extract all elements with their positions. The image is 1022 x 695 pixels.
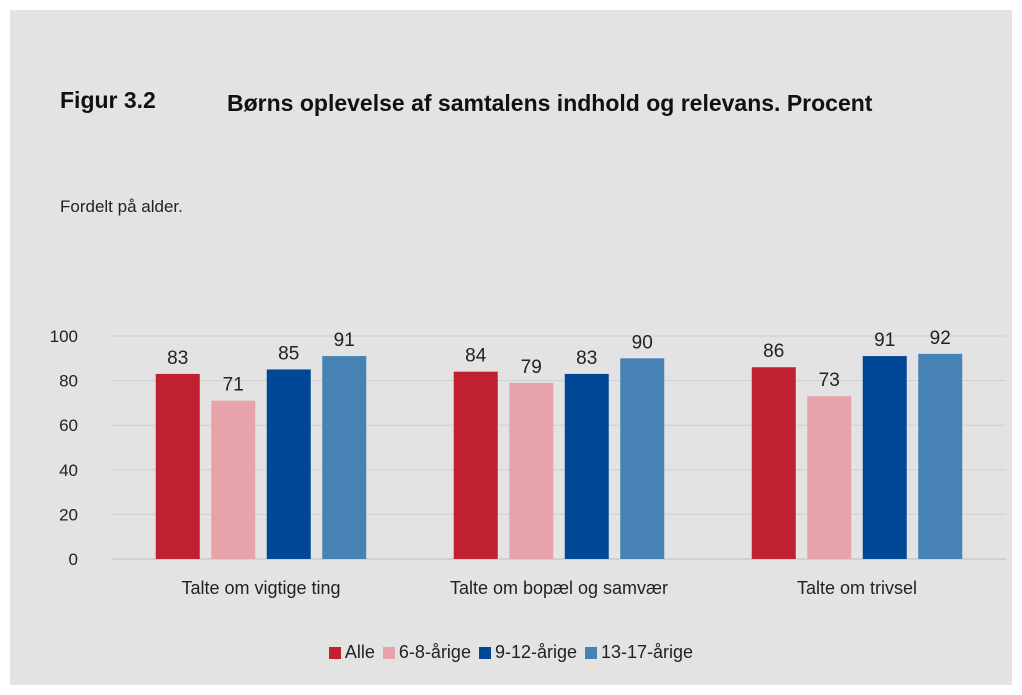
bar-6-8-årige bbox=[807, 396, 852, 559]
bar-Alle bbox=[751, 367, 796, 559]
legend-swatch bbox=[585, 646, 598, 659]
data-label: 73 bbox=[819, 370, 840, 391]
legend-label: 13-17-årige bbox=[601, 641, 694, 662]
y-tick-label: 0 bbox=[69, 550, 78, 569]
figure-number: Figur 3.2 bbox=[60, 87, 156, 113]
bar-13-17-årige bbox=[620, 358, 665, 559]
legend-item: 6-8-årige bbox=[382, 641, 471, 663]
data-label: 83 bbox=[576, 348, 597, 369]
bar-6-8-årige bbox=[211, 400, 256, 559]
legend-label: Alle bbox=[344, 641, 375, 662]
data-label: 84 bbox=[465, 346, 487, 367]
y-tick-label: 80 bbox=[59, 372, 78, 391]
bar-9-12-årige bbox=[862, 356, 907, 559]
legend-label: 9-12-årige bbox=[494, 641, 578, 662]
x-category-label: Talte om bopæl og samvær bbox=[450, 578, 668, 598]
data-label: 91 bbox=[334, 330, 355, 351]
bar-13-17-årige bbox=[918, 353, 963, 559]
chart-legend: Alle 6-8-årige 9-12-årige 13-17-årige bbox=[0, 641, 1022, 663]
x-category-label: Talte om vigtige ting bbox=[181, 578, 340, 598]
data-label: 83 bbox=[167, 348, 188, 369]
data-label: 85 bbox=[278, 343, 299, 364]
figure-subtitle: Fordelt på alder. bbox=[60, 197, 183, 216]
bar-Alle bbox=[155, 373, 200, 559]
data-label: 90 bbox=[632, 332, 653, 353]
bar-9-12-årige bbox=[564, 373, 609, 559]
legend-item: Alle bbox=[328, 641, 375, 663]
data-label: 86 bbox=[763, 341, 784, 362]
legend-label: 6-8-årige bbox=[398, 641, 471, 662]
bar-6-8-årige bbox=[509, 382, 554, 559]
data-label: 71 bbox=[223, 375, 244, 396]
figure-title: Børns oplevelse af samtalens indhold og … bbox=[227, 90, 873, 116]
bar-Alle bbox=[453, 371, 498, 559]
legend-swatch bbox=[478, 646, 491, 659]
y-tick-label: 60 bbox=[59, 416, 78, 435]
figure-panel bbox=[10, 10, 1012, 685]
bar-13-17-årige bbox=[322, 356, 367, 559]
data-label: 79 bbox=[521, 357, 542, 378]
legend-swatch bbox=[328, 646, 341, 659]
legend-item: 13-17-årige bbox=[585, 642, 693, 663]
y-tick-label: 40 bbox=[59, 461, 78, 480]
data-label: 91 bbox=[874, 330, 895, 351]
y-tick-label: 100 bbox=[50, 327, 78, 346]
data-label: 92 bbox=[930, 328, 951, 349]
bar-9-12-årige bbox=[266, 369, 311, 559]
legend-swatch bbox=[382, 646, 395, 659]
x-category-label: Talte om trivsel bbox=[797, 578, 917, 598]
y-tick-label: 20 bbox=[59, 505, 78, 524]
legend-item: 9-12-årige bbox=[478, 641, 578, 663]
